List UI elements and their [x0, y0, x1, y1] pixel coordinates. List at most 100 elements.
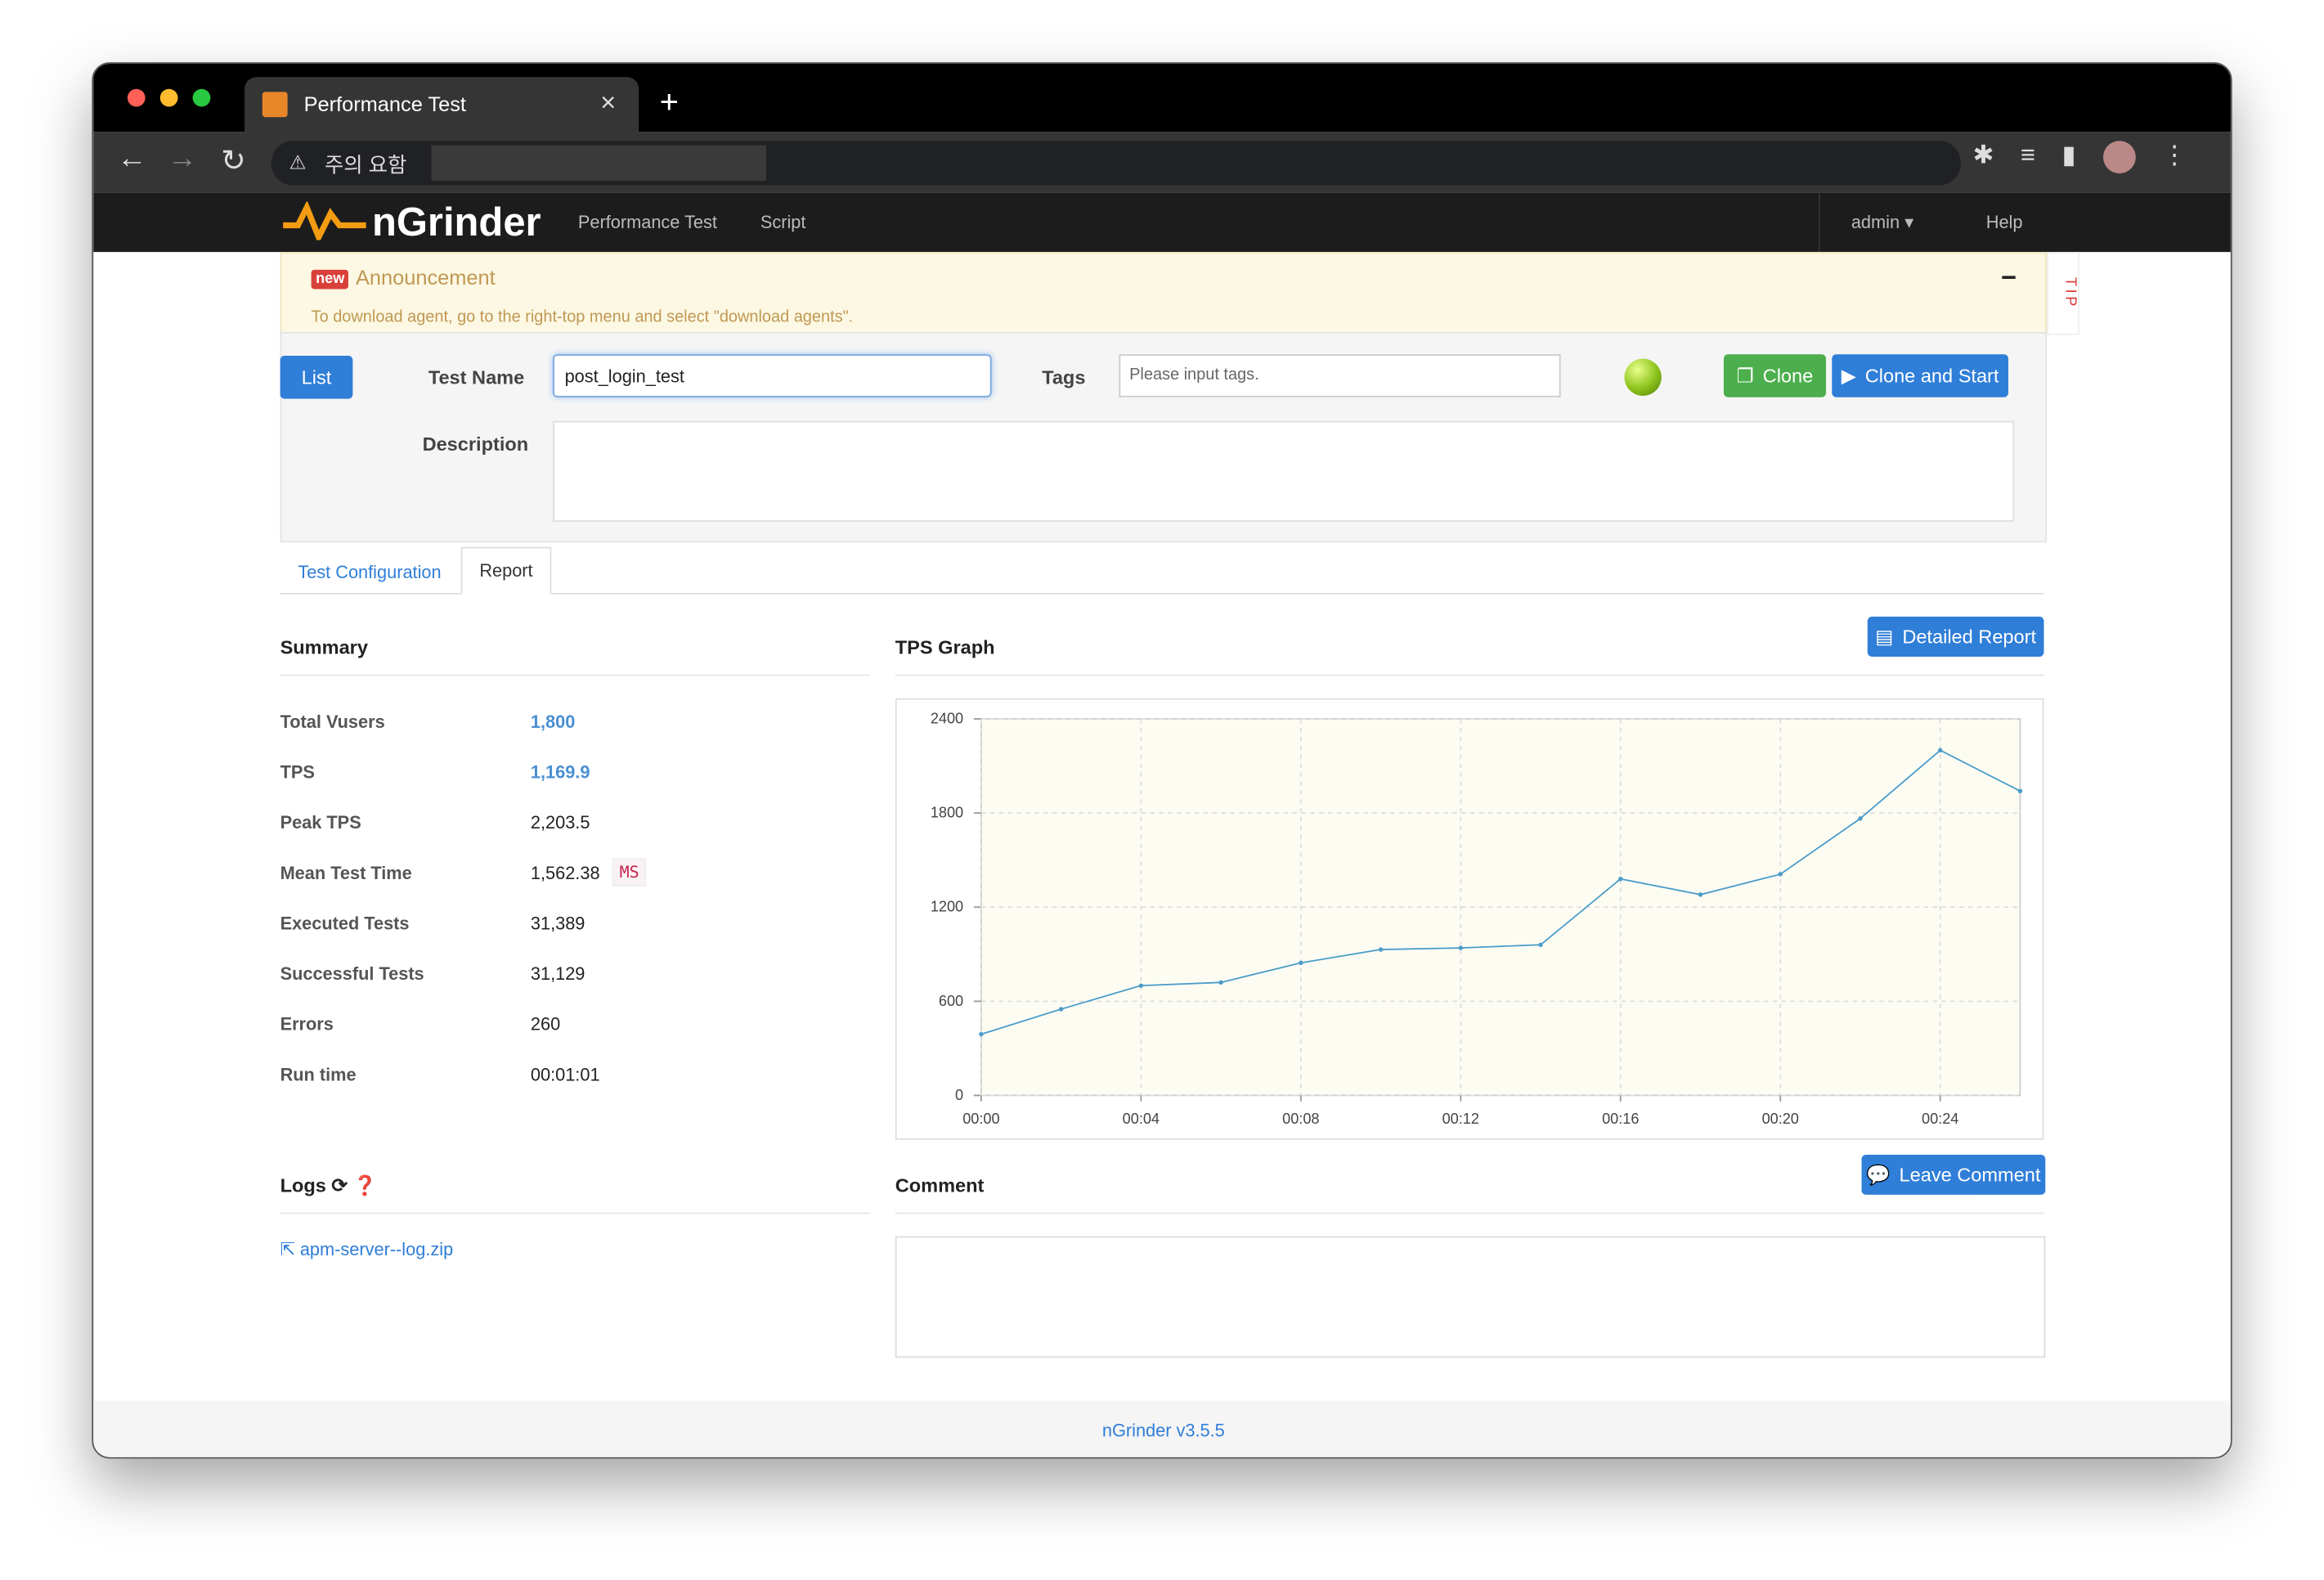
browser-window: Performance Test × + ← → ↻ ⚠ 주의 요함 ✱ ≡ ▮ ⋮ … — [92, 62, 2232, 1459]
tab-close[interactable]: × — [600, 87, 617, 118]
clone-start-button[interactable]: ▶ Clone and Start — [1832, 354, 2008, 397]
summary-label: Mean Test Time — [280, 862, 412, 884]
announcement-title: Announcement — [356, 265, 496, 290]
x-tick-label: 00:20 — [1762, 1111, 1799, 1127]
summary-value: 1,800 — [530, 711, 576, 733]
summary-value: 2,203.5 — [530, 812, 590, 833]
summary-value: 1,562.38 — [530, 862, 600, 884]
description-label: Description — [422, 433, 529, 456]
x-tick-label: 00:12 — [1442, 1111, 1479, 1127]
x-tick-label: 00:08 — [1282, 1111, 1319, 1127]
new-tab[interactable]: + — [659, 83, 679, 120]
close-dot[interactable] — [127, 88, 146, 107]
data-point — [1218, 980, 1223, 985]
summary-label: Total Vusers — [280, 711, 385, 733]
x-tick-label: 00:04 — [1123, 1111, 1160, 1127]
log-link[interactable]: ⇱ apm-server--log.zip — [280, 1239, 454, 1260]
summary-value: 1,169.9 — [530, 761, 590, 783]
extensions[interactable]: ✱ ≡ ▮ ⋮ — [1972, 141, 2210, 182]
brand[interactable]: nGrinder — [371, 200, 541, 245]
list-button[interactable]: List — [280, 356, 353, 399]
summary-label: Successful Tests — [280, 963, 424, 985]
summary-value: 31,129 — [530, 963, 585, 985]
status-light — [1624, 358, 1662, 396]
announcement: new Announcement To download agent, go t… — [280, 252, 2048, 335]
address-warning: 주의 요함 — [324, 152, 407, 177]
reload[interactable]: ↻ — [221, 145, 246, 178]
summary-label: Peak TPS — [280, 812, 361, 833]
back[interactable]: ← — [117, 142, 147, 175]
data-point — [1458, 945, 1464, 950]
tip[interactable]: TIP — [2047, 252, 2079, 335]
navbar: nGrinder Performance Test Script admin ▾… — [93, 192, 2231, 253]
badge: new — [311, 269, 349, 290]
data-point — [979, 1031, 984, 1037]
x-tick-label: 00:24 — [1922, 1111, 1958, 1127]
user: admin — [1851, 212, 1900, 233]
tps-chart: 0 600 1200 1800 2400 00:00 00:04 00:08 00:12 00:1… — [895, 698, 2044, 1140]
logo-mark — [283, 201, 366, 240]
data-point — [1378, 947, 1384, 952]
summary-value: 31,389 — [530, 913, 585, 934]
logs-title: Logs — [280, 1174, 326, 1196]
y-tick-label: 0 — [955, 1087, 963, 1103]
clone-label: Clone — [1762, 364, 1814, 388]
nav-item[interactable]: Performance Test — [577, 212, 717, 233]
tab-config[interactable]: Test Configuration — [298, 561, 442, 583]
clone-start-label: Clone and Start — [1864, 364, 1999, 388]
min-dot[interactable] — [159, 88, 178, 107]
tps-title: TPS Graph — [895, 635, 995, 658]
log-file: apm-server--log.zip — [299, 1239, 454, 1260]
summary-label: Executed Tests — [280, 913, 410, 934]
tags-label: Tags — [1042, 366, 1086, 388]
summary-unit: MS — [612, 858, 647, 887]
address-bar[interactable]: ⚠ 주의 요함 — [271, 141, 1961, 186]
tab[interactable]: Performance Test × — [245, 77, 639, 132]
help[interactable]: Help — [1985, 212, 2023, 233]
tab-title: Performance Test — [303, 92, 466, 116]
summary-value: 260 — [530, 1013, 561, 1035]
test-name-label: Test Name — [428, 366, 525, 388]
comment-box[interactable] — [895, 1236, 2046, 1358]
user-menu[interactable]: admin ▾ — [1851, 212, 1914, 233]
clone-button[interactable]: ❐ Clone — [1723, 354, 1826, 397]
data-point — [1858, 816, 1863, 821]
data-point — [1937, 747, 1943, 753]
data-point — [1618, 877, 1623, 882]
series-line — [980, 749, 2021, 1035]
tab-report[interactable]: Report — [460, 546, 552, 595]
data-point — [1778, 872, 1783, 877]
detailed-report-label: Detailed Report — [1902, 625, 2037, 649]
summary-title: Summary — [280, 635, 368, 658]
summary-value: 00:01:01 — [530, 1064, 600, 1085]
footer: nGrinder v3.5.5 — [93, 1400, 2231, 1457]
test-name-input[interactable]: post_login_test — [553, 354, 992, 397]
data-point — [2017, 788, 2023, 794]
tab-icon — [262, 92, 288, 118]
leave-comment-label: Leave Comment — [1899, 1163, 2041, 1186]
forward[interactable]: → — [167, 142, 198, 175]
x-tick-label: 00:00 — [962, 1111, 999, 1127]
data-point — [1698, 892, 1703, 897]
x-tick-label: 00:16 — [1602, 1111, 1639, 1127]
y-tick-label: 1200 — [931, 899, 963, 915]
summary-label: TPS — [280, 761, 315, 783]
address-redacted — [431, 145, 767, 182]
collapse[interactable]: − — [2000, 262, 2017, 293]
data-point — [1058, 1007, 1064, 1012]
max-dot[interactable] — [192, 88, 211, 107]
data-point — [1299, 960, 1303, 966]
summary-label: Run time — [280, 1064, 357, 1085]
announcement-text: To download agent, go to the right-top m… — [311, 308, 854, 326]
tags-input[interactable]: Please input tags. — [1119, 354, 1561, 397]
comment-title: Comment — [895, 1174, 985, 1196]
y-tick-label: 2400 — [931, 711, 963, 727]
summary-label: Errors — [280, 1013, 334, 1035]
nav-item[interactable]: Script — [760, 212, 806, 233]
detailed-report-button[interactable]: ▤ Detailed Report — [1867, 617, 2044, 657]
description-input[interactable] — [553, 420, 2015, 522]
data-point — [1138, 983, 1144, 988]
leave-comment-button[interactable]: 💬 Leave Comment — [1861, 1154, 2046, 1195]
